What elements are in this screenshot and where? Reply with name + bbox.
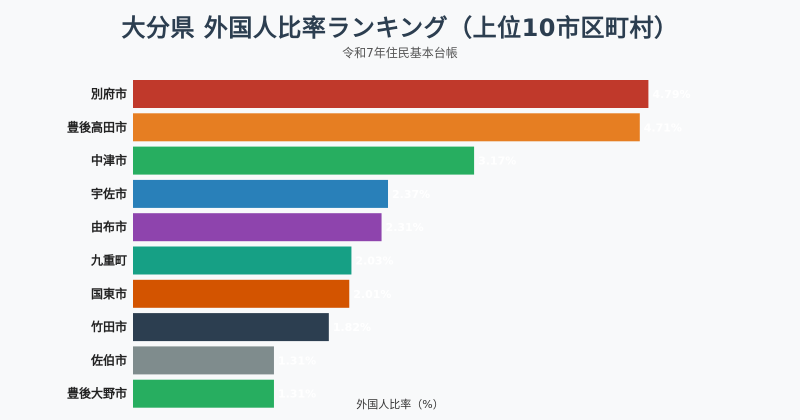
value-label-9: 1.31% [278,388,316,401]
bar-0 [133,80,649,108]
value-label-5: 2.03% [355,255,393,268]
value-label-8: 1.31% [278,354,316,367]
bar-3 [133,179,389,208]
category-label-8: 佐伯市 [90,352,127,367]
category-label-4: 由布市 [91,219,127,234]
bar-6 [133,279,350,308]
bar-4 [133,213,382,242]
bar-2 [133,146,475,175]
value-label-1: 4.71% [644,121,682,134]
value-label-6: 2.01% [353,288,391,301]
value-label-4: 2.31% [386,221,424,234]
category-label-1: 豊後高田市 [67,119,127,134]
value-label-7: 1.82% [333,321,371,334]
bar-8 [133,346,274,375]
category-label-2: 中津市 [91,153,127,168]
value-label-3: 2.37% [392,188,430,201]
category-label-0: 別府市 [90,86,127,101]
category-label-6: 国東市 [91,286,127,301]
bar-9 [133,379,274,408]
value-label-2: 3.17% [478,155,516,168]
category-label-7: 竹田市 [90,319,127,334]
chart-title: 大分県 外国人比率ランキング（上位10市区町村） [121,14,679,42]
category-label-5: 九重町 [90,253,127,268]
category-label-9: 豊後大野市 [67,386,127,401]
bar-5 [133,246,352,275]
bar-7 [133,313,329,342]
category-label-3: 宇佐市 [91,186,127,201]
value-label-0: 4.79% [652,88,690,101]
bar-1 [133,113,640,142]
x-axis-title: 外国人比率（%） [356,397,443,411]
chart-subtitle: 令和7年住民基本台帳 [342,46,458,60]
